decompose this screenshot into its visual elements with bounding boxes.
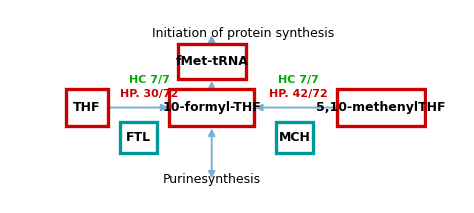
FancyBboxPatch shape xyxy=(169,89,254,127)
Text: MCH: MCH xyxy=(278,131,310,144)
FancyBboxPatch shape xyxy=(66,89,108,127)
Text: fMet-tRNA: fMet-tRNA xyxy=(175,55,248,68)
Text: THF: THF xyxy=(73,101,100,114)
FancyBboxPatch shape xyxy=(276,121,313,153)
FancyBboxPatch shape xyxy=(337,89,425,127)
FancyBboxPatch shape xyxy=(120,121,156,153)
Text: 10-formyl-THF: 10-formyl-THF xyxy=(162,101,261,114)
Text: HP. 30/72: HP. 30/72 xyxy=(120,89,178,99)
Text: Initiation of protein synthesis: Initiation of protein synthesis xyxy=(152,27,334,40)
Text: 5,10-methenylTHF: 5,10-methenylTHF xyxy=(316,101,446,114)
FancyBboxPatch shape xyxy=(178,45,246,79)
Text: HC 7/7: HC 7/7 xyxy=(129,75,170,85)
Text: HP. 42/72: HP. 42/72 xyxy=(269,89,328,99)
Text: FTL: FTL xyxy=(126,131,151,144)
Text: HC 7/7: HC 7/7 xyxy=(278,75,319,85)
Text: Purinesynthesis: Purinesynthesis xyxy=(163,173,261,186)
